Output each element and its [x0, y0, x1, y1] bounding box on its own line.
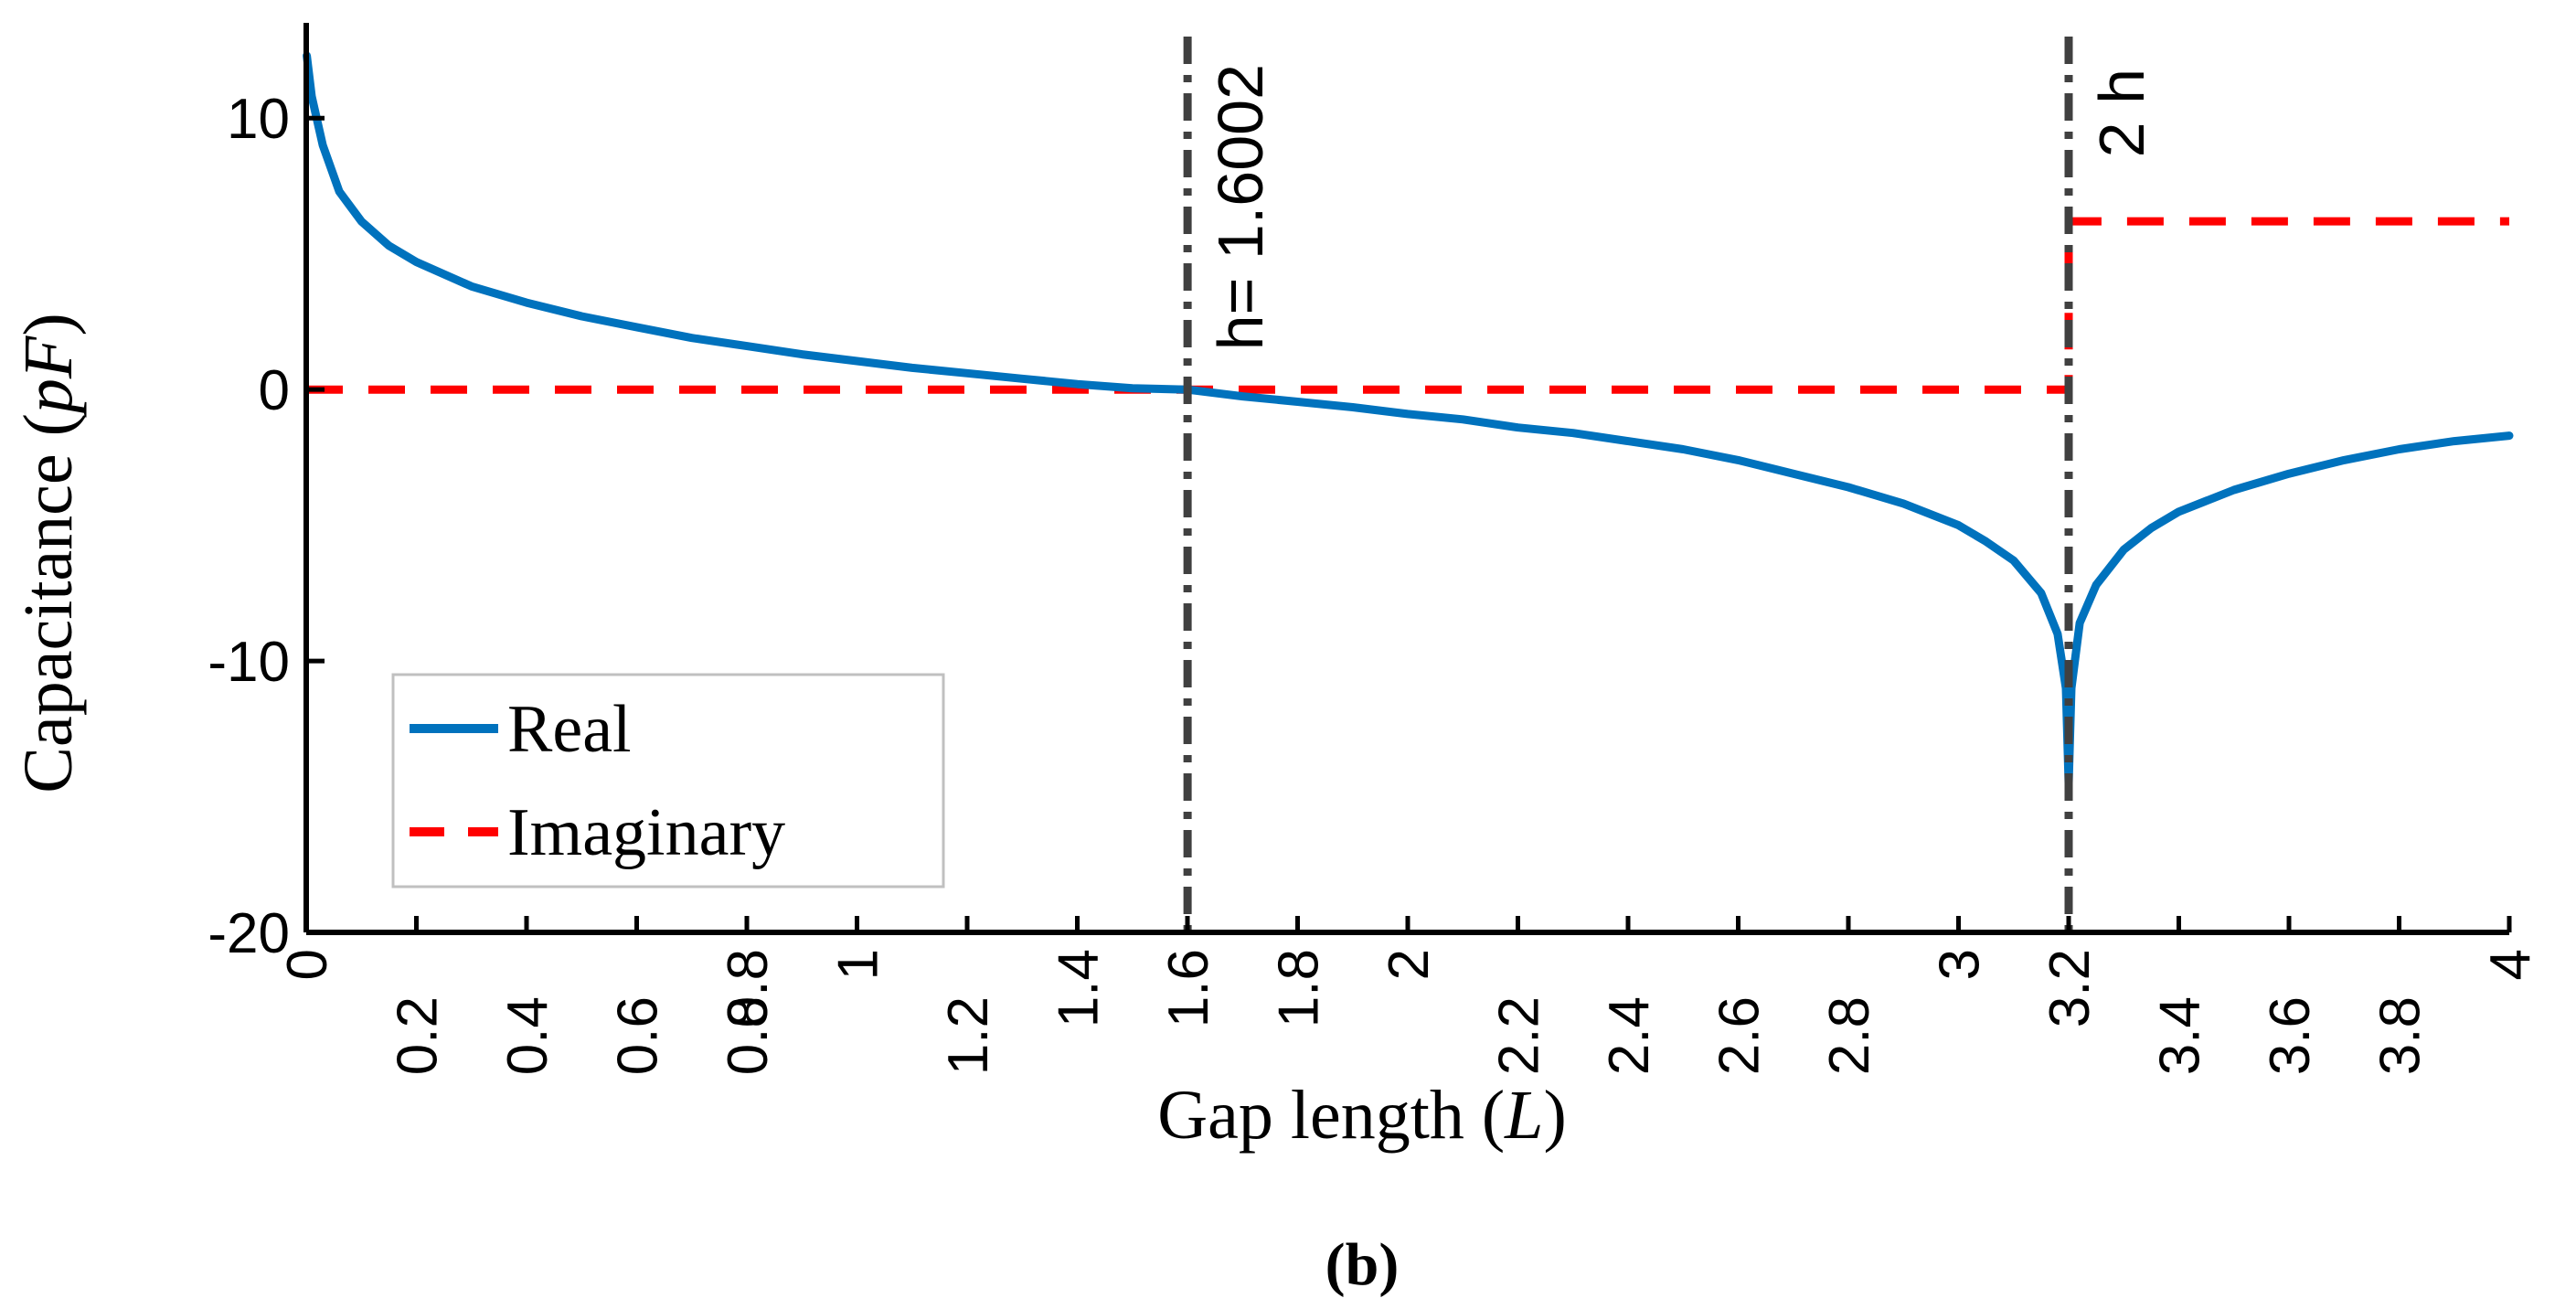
legend: Real Imaginary [391, 673, 945, 889]
y-tick-label: 10 [227, 88, 290, 151]
x-tick-label: 3.8 [2369, 996, 2432, 1075]
y-axis-title-text: Capacitance [10, 453, 87, 793]
vline-label-2: 2 h [2086, 69, 2157, 157]
x-tick-label: 0.8 [717, 949, 780, 1027]
legend-box [391, 673, 945, 889]
x-tick-label: 2.6 [1708, 996, 1772, 1075]
x-tick-label: 0.6 [607, 996, 670, 1075]
plot-area: h= 1.6002 2 h [303, 37, 2514, 932]
y-tick-label: -20 [208, 902, 290, 965]
series-real-line [303, 51, 2514, 788]
y-axis-title-var: pF [10, 335, 87, 418]
y-tick-labels: 10 0 -10 -20 [208, 88, 290, 965]
legend-real-label: Real [507, 692, 632, 767]
y-axis-title-paren-open: ( [10, 413, 87, 436]
legend-imaginary-label: Imaginary [507, 795, 785, 870]
x-tick-labels: 0 0.2 0.4 0.6 0.8 1 1.2 1.4 1.6 1.8 2 2.2 2.4 2.6 2.8 3… [276, 949, 2542, 1075]
x-axis-title-paren-close: ) [1543, 1077, 1566, 1154]
x-tick-label: 1.6 [1157, 949, 1220, 1027]
y-axis-title-paren-close: ) [10, 313, 87, 335]
x-tick-label: 1 [827, 949, 890, 980]
x-tick-label: 0.4 [496, 996, 559, 1075]
x-tick-label: 3.4 [2149, 996, 2212, 1075]
x-axis-title-text: Gap length [1157, 1077, 1464, 1154]
vline-label-1: h= 1.6002 [1205, 64, 1276, 350]
x-axis-title-paren-open: ( [1482, 1077, 1505, 1154]
y-tick-label: -10 [208, 631, 290, 694]
x-axis-title-var: L [1504, 1077, 1543, 1154]
x-tick-label: 3 [1929, 949, 1992, 980]
x-tick-label: 2.2 [1488, 996, 1551, 1075]
x-tick-label: 0.2 [387, 996, 450, 1075]
x-tick-label: 3.6 [2259, 996, 2322, 1075]
x-axis-title: Gap length (L) [1157, 1077, 1567, 1154]
series-imaginary-line [306, 217, 2509, 394]
x-tick-label: 2.8 [1818, 996, 1881, 1075]
figure-caption: (b) [1325, 1231, 1400, 1298]
x-tick-label: 0 [276, 949, 339, 980]
x-tick-label: 2 [1378, 949, 1441, 980]
x-tick-label: 0.8 [717, 996, 780, 1075]
y-tick-label: 0 [259, 359, 290, 422]
x-tick-label: 1.4 [1048, 949, 1111, 1027]
axes [303, 23, 2512, 935]
x-tick-label: 2.4 [1598, 996, 1661, 1075]
x-tick-label: 3.2 [2038, 949, 2102, 1027]
x-tick-label: 4 [2479, 949, 2542, 980]
x-tick-label: 1.8 [1268, 949, 1331, 1027]
y-axis-title: Capacitance (pF) [10, 313, 87, 793]
x-tick-label: 1.2 [937, 996, 1000, 1075]
